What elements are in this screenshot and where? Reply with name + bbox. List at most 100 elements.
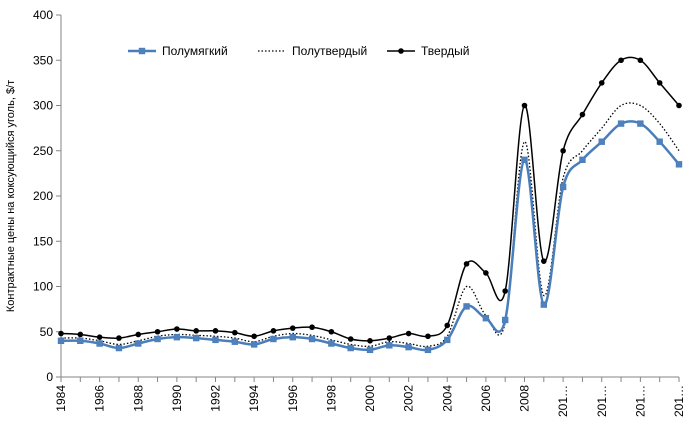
data-point [541,258,547,264]
x-tick-label: 2002 [402,385,416,412]
data-point [366,346,374,354]
data-point [675,161,683,168]
data-point [116,335,122,341]
data-point [367,338,373,344]
x-tick-label: 1984 [54,385,68,412]
data-point [270,335,277,343]
y-tick-label: 50 [40,325,54,339]
data-point [618,57,624,64]
data-point [521,102,528,109]
series-3 [58,56,682,344]
data-point [173,333,181,341]
x-tick-label: 1990 [170,385,184,412]
legend-item-3: Твердый [387,44,469,58]
data-point [598,138,605,145]
legend-label: Полутвердый [292,44,367,58]
x-tick-label: 1998 [324,385,338,412]
data-point [617,120,625,127]
data-point [579,156,586,163]
x-tick-label: 2004 [440,385,454,412]
data-point [154,328,161,335]
legend-item-1: Полумягкий [128,44,228,58]
data-point [521,156,528,163]
data-point [309,324,315,331]
data-point [57,337,65,344]
data-point [77,331,84,338]
legend-label: Полумягкий [162,44,228,58]
data-point [154,335,161,343]
data-point [232,329,238,336]
series-1 [57,120,683,354]
y-axis-title-group: Контрактные цены на коксующийся уголь, $… [5,80,17,312]
data-point [386,342,393,349]
legend: Полумягкий Полутвердый Твердый [128,44,469,58]
data-point [560,147,566,154]
x-tick-label: 1988 [131,385,145,412]
series-2 [60,102,680,348]
legend-marker [398,48,404,54]
data-point [289,325,296,331]
x-tick-label: 201… [633,385,647,417]
data-point [347,344,354,352]
data-point [463,261,470,267]
data-point [637,57,644,64]
y-tick-label: 150 [33,234,53,248]
x-tick-label: 201… [672,385,686,417]
data-point [540,301,548,308]
data-point [96,340,103,347]
data-point [250,341,258,348]
x-tick-label: 201… [595,385,609,417]
data-point [482,314,490,322]
x-tick-label: 1986 [93,385,107,412]
x-tick-label: 2000 [363,385,377,412]
data-point [424,346,432,354]
data-point [502,288,508,294]
x-tick-label: 1996 [286,385,300,412]
data-point [308,335,316,343]
data-point [405,343,412,351]
y-tick-label: 300 [33,99,53,113]
y-tick-label: 100 [33,280,53,294]
y-tick-label: 0 [46,370,53,384]
data-point [115,344,123,352]
data-point [598,80,605,86]
data-point [463,303,470,310]
data-point [212,328,219,334]
data-point [559,183,567,191]
x-tick-label: 2008 [518,385,532,412]
series-line [60,102,680,348]
x-tick-label: 2006 [479,385,493,412]
data-point [637,120,644,127]
data-point [425,333,431,340]
data-point [174,326,180,332]
data-point [212,336,219,344]
series-layer [57,56,683,354]
data-point [328,340,335,347]
data-point [58,330,64,337]
y-tick-label: 350 [33,53,53,67]
data-point [77,337,84,344]
x-tick-label: 1994 [247,385,261,412]
data-point [193,328,199,334]
data-point [328,328,335,335]
x-tick-label: 201… [556,385,570,417]
data-point [347,336,354,342]
data-point [289,333,296,341]
axes: 0 50 100 150 200 250 300 350 400 1984 1986 1988 1990… [33,8,686,417]
y-axis-title: Контрактные цены на коксующийся уголь, $… [5,80,17,312]
data-point [656,138,663,145]
data-point [483,270,489,276]
data-point [192,334,200,342]
y-tick-label: 250 [33,144,53,158]
data-point [251,333,257,340]
data-point [231,338,239,345]
series-line [60,120,680,352]
data-point [135,340,142,347]
data-point [676,102,682,109]
y-tick-label: 400 [33,8,53,22]
data-point [386,335,393,341]
y-tick-label: 200 [33,189,53,203]
data-point [135,331,142,338]
data-point [96,334,103,340]
